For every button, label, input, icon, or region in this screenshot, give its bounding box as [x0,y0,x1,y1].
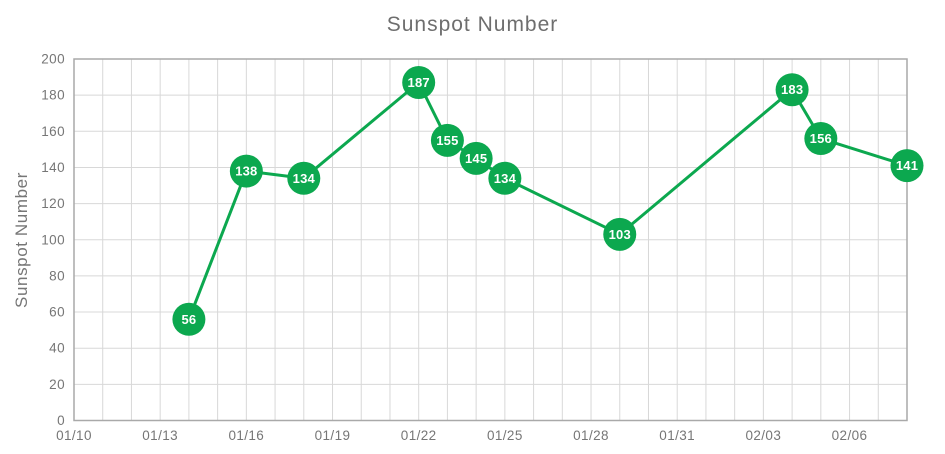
data-point-marker[interactable] [430,123,464,157]
y-axis-tick-labels: 0 20 40 60 80 100 120 140 160 180 200 [41,52,65,429]
data-point[interactable]: 145 [459,141,493,175]
data-point[interactable]: 103 [603,217,637,251]
data-point[interactable]: 134 [488,161,522,195]
data-point-marker[interactable] [890,149,924,183]
y-tick-label: 40 [49,341,65,356]
data-point[interactable]: 134 [287,161,321,195]
data-point-value-label: 155 [436,133,458,148]
y-tick-label: 80 [49,268,65,283]
data-point[interactable]: 155 [430,123,464,157]
data-point-marker[interactable] [603,217,637,251]
x-axis-tick-labels: 01/10 01/13 01/16 01/19 01/22 01/25 01/28 01/31… [56,428,867,443]
x-tick-label: 01/25 [487,428,523,443]
series-line [187,80,909,321]
x-tick-label: 02/03 [745,428,781,443]
data-point-value-label: 134 [494,171,517,186]
data-point-marker[interactable] [775,73,809,107]
data-point-marker[interactable] [488,161,522,195]
data-point-marker[interactable] [804,122,838,156]
x-tick-label: 01/10 [56,428,92,443]
y-tick-label: 60 [49,305,65,320]
x-tick-label: 01/19 [315,428,351,443]
data-point[interactable]: 138 [229,154,263,188]
data-point-value-label: 141 [896,158,918,173]
data-point-value-label: 145 [465,151,487,166]
data-point[interactable]: 141 [890,149,924,183]
data-point-marker[interactable] [287,161,321,195]
y-tick-label: 140 [41,160,65,175]
y-tick-label: 200 [41,52,65,67]
x-tick-label: 01/28 [573,428,609,443]
y-tick-label: 0 [57,413,65,428]
x-tick-label: 01/31 [659,428,695,443]
data-point-marker[interactable] [172,302,206,336]
y-tick-label: 180 [41,88,65,103]
data-point-value-label: 134 [293,171,316,186]
y-gridlines [74,58,907,421]
y-tick-label: 100 [41,232,65,247]
data-point-value-label: 183 [781,82,803,97]
x-tick-label: 01/16 [228,428,264,443]
x-tick-label: 02/06 [832,428,868,443]
y-tick-label: 160 [41,124,65,139]
data-point-value-label: 138 [235,164,257,179]
data-point-value-label: 103 [609,227,631,242]
data-point[interactable]: 187 [402,65,436,99]
data-point-value-label: 187 [408,75,430,90]
chart-title: Sunspot Number [386,13,559,36]
data-point-marker[interactable] [459,141,493,175]
data-point-marker[interactable] [229,154,263,188]
data-point-value-label: 156 [810,131,832,146]
data-point[interactable]: 183 [775,73,809,107]
data-point[interactable]: 56 [172,302,206,336]
y-tick-label: 120 [41,196,65,211]
data-point[interactable]: 156 [804,122,838,156]
x-tick-label: 01/13 [142,428,178,443]
data-point-marker[interactable] [402,65,436,99]
plot-border [73,58,908,422]
y-tick-label: 20 [49,377,65,392]
data-point-value-label: 56 [181,312,196,327]
x-tick-label: 01/22 [401,428,437,443]
data-points: 56 138 134 187 155 145 134 103 183 156 141 [172,65,924,336]
